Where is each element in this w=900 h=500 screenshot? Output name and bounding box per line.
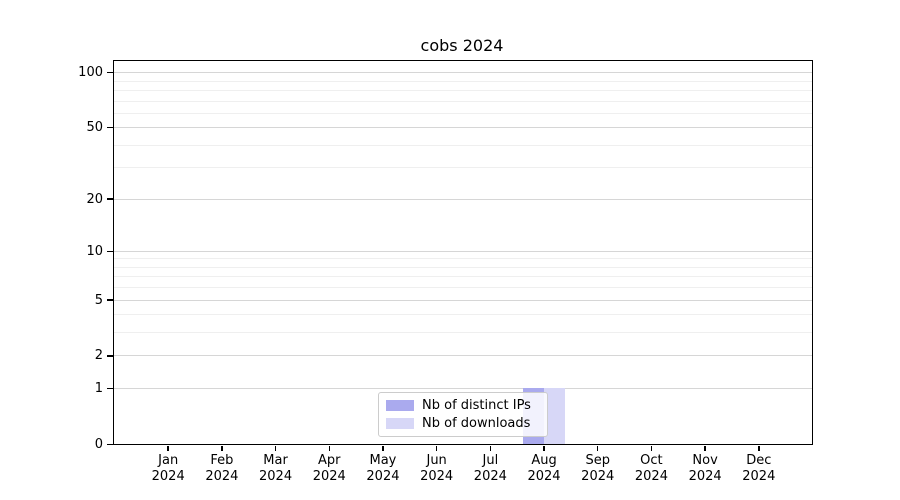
minor-gridline [114, 276, 812, 278]
y-tick-mark [107, 387, 113, 390]
bar-downloads [543, 388, 565, 444]
minor-gridline [114, 287, 812, 289]
minor-gridline [114, 258, 812, 260]
y-tick-label: 10 [86, 243, 103, 259]
minor-gridline [114, 266, 812, 268]
major-gridline [114, 127, 812, 129]
y-tick-mark [107, 198, 113, 200]
chart-title: cobs 2024 [420, 36, 504, 55]
y-tick-label: 1 [94, 381, 103, 397]
x-tick-label: Jan 2024 [151, 453, 185, 484]
x-tick-label: Nov 2024 [688, 453, 722, 484]
x-tick-mark [328, 446, 331, 451]
major-gridline [114, 198, 812, 200]
x-tick-label: Feb 2024 [205, 453, 239, 484]
x-tick-mark [382, 446, 384, 451]
legend-swatch-downloads [386, 418, 414, 429]
legend-label-downloads: Nb of downloads [422, 416, 531, 431]
major-gridline [114, 355, 812, 357]
major-gridline [114, 388, 812, 390]
y-tick-label: 20 [86, 191, 103, 207]
x-tick-mark [650, 446, 653, 451]
x-tick-label: Oct 2024 [634, 453, 668, 484]
x-tick-label: Mar 2024 [259, 453, 293, 484]
y-tick-label: 100 [78, 65, 103, 81]
x-tick-label: Apr 2024 [312, 453, 346, 484]
x-tick-mark [596, 446, 599, 451]
legend-item-distinct-ips: Nb of distinct IPs [386, 399, 538, 412]
legend-swatch-distinct-ips [386, 400, 414, 411]
y-tick-mark [107, 443, 113, 446]
y-tick-mark [107, 355, 113, 357]
x-tick-mark [167, 446, 169, 451]
minor-gridline [114, 167, 812, 169]
y-tick-mark [107, 71, 113, 74]
x-tick-mark [704, 446, 706, 451]
y-tick-label: 2 [94, 348, 103, 364]
minor-gridline [114, 144, 812, 146]
minor-gridline [114, 314, 812, 316]
major-gridline [114, 299, 812, 301]
x-tick-mark [758, 446, 760, 451]
x-tick-mark [543, 446, 545, 451]
minor-gridline [114, 112, 812, 114]
x-tick-label: Jul 2024 [473, 453, 507, 484]
major-gridline [114, 72, 812, 74]
y-tick-mark [107, 299, 113, 301]
x-tick-label: Sep 2024 [581, 453, 615, 484]
y-tick-label: 50 [86, 120, 103, 136]
y-tick-mark [107, 126, 113, 129]
y-tick-label: 5 [94, 292, 103, 308]
x-tick-mark [221, 446, 223, 451]
minor-gridline [114, 332, 812, 334]
x-tick-mark [274, 446, 277, 451]
x-tick-mark [435, 446, 438, 451]
legend-item-downloads: Nb of downloads [386, 417, 538, 430]
legend-label-distinct-ips: Nb of distinct IPs [422, 398, 531, 413]
x-tick-label: Aug 2024 [527, 453, 561, 484]
minor-gridline [114, 100, 812, 102]
x-tick-mark [489, 446, 492, 451]
major-gridline [114, 250, 812, 252]
minor-gridline [114, 89, 812, 91]
y-tick-mark [107, 250, 113, 253]
x-tick-label: May 2024 [366, 453, 400, 484]
plot-area [113, 60, 813, 445]
y-tick-label: 0 [94, 437, 103, 452]
legend: Nb of distinct IPs Nb of downloads [378, 392, 548, 437]
x-tick-label: Dec 2024 [742, 453, 776, 484]
x-tick-label: Jun 2024 [420, 453, 454, 484]
minor-gridline [114, 80, 812, 82]
